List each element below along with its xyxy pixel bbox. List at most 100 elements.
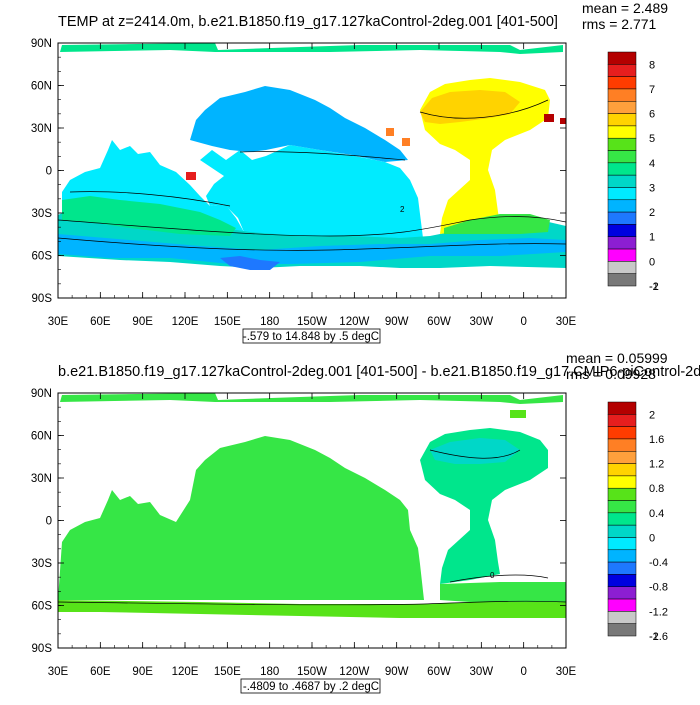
- colorbar-swatch: [607, 524, 637, 538]
- colorbar-swatch: [607, 426, 637, 440]
- contour-line: [69, 191, 231, 207]
- x-tick-label: 90W: [385, 666, 409, 678]
- x-tick-label: 30E: [48, 316, 69, 328]
- colorbar-label: 5: [649, 133, 655, 145]
- contour-line: [58, 600, 566, 606]
- colorbar-label: -0.8: [649, 582, 668, 594]
- colorbar-swatch: [607, 113, 637, 127]
- colorbar-label: 2: [649, 207, 655, 219]
- colorbar-label: 0.4: [649, 508, 664, 520]
- mean-stat: mean = 0.05999: [566, 350, 668, 366]
- x-tick-label: 60W: [427, 316, 451, 328]
- southern-ocean: [58, 600, 566, 618]
- y-tick-label: 0: [46, 516, 52, 528]
- colorbar-swatch: [607, 150, 637, 164]
- x-tick-label: 180: [260, 316, 279, 328]
- y-tick-label: 30N: [31, 473, 52, 485]
- contour-label: 2: [400, 205, 405, 214]
- pacific-ocean: [200, 145, 424, 246]
- y-tick-label: 30N: [31, 123, 52, 135]
- arctic-ocean: [60, 393, 563, 404]
- map-bottom-svg: b.e21.B1850.f19_g17.127kaControl-2deg.00…: [31, 350, 700, 694]
- colorbar-swatch: [607, 199, 637, 213]
- x-tick-label: 120E: [172, 316, 199, 328]
- colorbar-label: -0.4: [649, 557, 668, 569]
- x-tick-label: 150W: [297, 666, 327, 678]
- colorbar-swatch: [607, 574, 637, 587]
- y-tick-label: 30S: [32, 558, 53, 570]
- map-axes: 30E 60E 90E 120E 150E 180 150W 120W 90W 60W 30W 0 30…: [31, 38, 577, 328]
- colorbar-swatch: [607, 475, 637, 489]
- colorbar-label: -2: [649, 631, 659, 643]
- rms-stat: rms = 2.771: [582, 16, 657, 32]
- colorbar-swatch: [607, 438, 637, 452]
- arctic-ocean: [60, 43, 563, 54]
- colorbar-swatch: [607, 236, 637, 250]
- colorbar-swatch: [607, 512, 637, 526]
- contour-info: -.579 to 14.848 by .5 degC: [243, 331, 379, 343]
- indo-pacific-ocean: [58, 436, 424, 600]
- x-tick-label: 90E: [132, 666, 153, 678]
- x-tick-label: 150W: [297, 316, 327, 328]
- colorbar-swatch: [607, 586, 637, 600]
- contour-info-box: [242, 328, 381, 344]
- colorbar-label: -2: [649, 281, 659, 293]
- contour-line: [429, 449, 521, 459]
- colorbar-swatch: [607, 500, 637, 514]
- colorbar-swatch: [607, 611, 637, 624]
- colorbar-swatch: [607, 401, 637, 415]
- x-tick-label: 0: [520, 316, 526, 328]
- x-tick-label: 30E: [556, 316, 577, 328]
- contour-info-box: [240, 678, 381, 694]
- colorbar-label: -1.2: [649, 606, 668, 618]
- hotspot-indonesia: [186, 172, 196, 180]
- x-tick-label: 90W: [385, 316, 409, 328]
- colorbar-swatch: [607, 248, 637, 262]
- colorbar-swatch: [607, 137, 637, 151]
- colorbar-label: 1: [649, 232, 655, 244]
- arctic-patch: [510, 410, 526, 418]
- y-tick-label: 90N: [31, 388, 52, 400]
- x-tick-label: 90E: [132, 316, 153, 328]
- atlantic-north: [420, 90, 520, 124]
- colorbar-swatch: [607, 623, 637, 637]
- contour-line: [449, 574, 549, 583]
- contour-line: [58, 237, 566, 251]
- x-tick-label: 60E: [90, 666, 111, 678]
- colorbar-swatch: [607, 261, 637, 274]
- colorbar-label: 2: [649, 409, 655, 421]
- colorbar-swatch: [607, 125, 637, 139]
- y-tick-label: 60N: [31, 431, 52, 443]
- colorbar: 2 1.6 1.2 0.8 0.4 0 -0.4 -0.8 -1.2 -1.6-2: [607, 401, 668, 643]
- ocean-field: [58, 43, 566, 298]
- y-tick-label: 60N: [31, 81, 52, 93]
- colorbar-swatch: [607, 187, 637, 201]
- colorbar-swatch: [607, 88, 637, 102]
- hotspot-caribbean: [402, 138, 410, 146]
- x-tick-label: 30W: [470, 666, 494, 678]
- colorbar-swatch: [607, 211, 637, 225]
- colorbar-label: 0: [649, 256, 655, 268]
- colorbar-label: 7: [649, 84, 655, 96]
- antarctic-shelf: [220, 256, 280, 270]
- north-pacific: [190, 86, 408, 162]
- x-tick-label: 0: [520, 666, 526, 678]
- x-tick-label: 180: [260, 666, 279, 678]
- x-tick-label: 120W: [339, 316, 369, 328]
- colorbar-label: 0.8: [649, 483, 664, 495]
- panel-bottom-difference: b.e21.B1850.f19_g17.127kaControl-2deg.00…: [0, 350, 700, 700]
- colorbar-swatch: [607, 549, 637, 563]
- colorbar-swatch: [607, 51, 637, 65]
- colorbar-swatch: [607, 487, 637, 501]
- colorbar-label: 3: [649, 182, 655, 194]
- colorbar-swatch: [607, 162, 637, 176]
- colorbar-swatch: [607, 64, 637, 77]
- southern-deep: [58, 234, 566, 264]
- x-tick-label: 150E: [214, 666, 241, 678]
- ocean-field: [58, 393, 566, 648]
- x-tick-label: 60E: [90, 316, 111, 328]
- y-tick-label: 90N: [31, 38, 52, 50]
- x-tick-label: 150E: [214, 316, 241, 328]
- x-tick-label: 30E: [48, 666, 69, 678]
- map-axes: 30E 60E 90E 120E 150E 180 150W 120W 90W 60W 30W 0 30…: [31, 388, 577, 678]
